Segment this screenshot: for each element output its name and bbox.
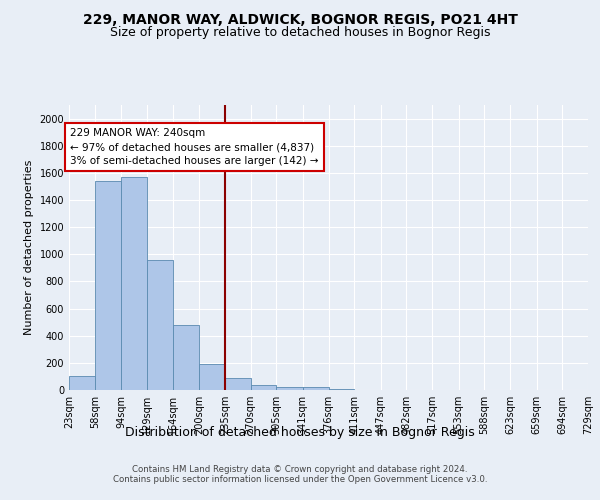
Y-axis label: Number of detached properties: Number of detached properties <box>24 160 34 335</box>
Bar <box>225 378 251 390</box>
Text: Distribution of detached houses by size in Bognor Regis: Distribution of detached houses by size … <box>125 426 475 439</box>
Bar <box>121 177 147 390</box>
Bar <box>173 325 199 390</box>
Bar <box>69 376 95 390</box>
Text: Size of property relative to detached houses in Bognor Regis: Size of property relative to detached ho… <box>110 26 490 39</box>
Bar <box>147 260 173 390</box>
Bar <box>199 364 225 390</box>
Text: Contains HM Land Registry data © Crown copyright and database right 2024.: Contains HM Land Registry data © Crown c… <box>132 464 468 473</box>
Bar <box>277 386 303 390</box>
Bar <box>303 388 329 390</box>
Bar <box>251 384 277 390</box>
Text: Contains public sector information licensed under the Open Government Licence v3: Contains public sector information licen… <box>113 476 487 484</box>
Text: 229, MANOR WAY, ALDWICK, BOGNOR REGIS, PO21 4HT: 229, MANOR WAY, ALDWICK, BOGNOR REGIS, P… <box>83 12 517 26</box>
Bar <box>95 181 121 390</box>
Text: 229 MANOR WAY: 240sqm
← 97% of detached houses are smaller (4,837)
3% of semi-de: 229 MANOR WAY: 240sqm ← 97% of detached … <box>70 128 319 166</box>
